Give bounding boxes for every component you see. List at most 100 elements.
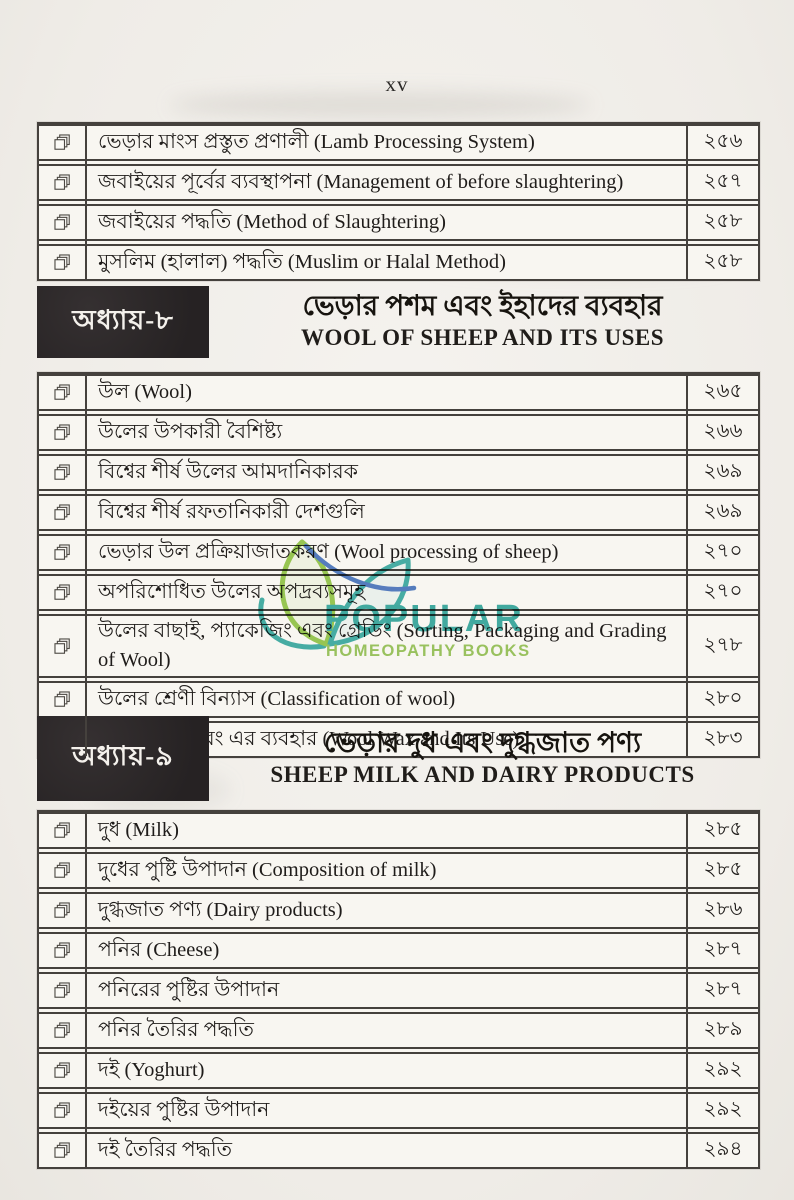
stacked-pages-icon	[39, 583, 85, 602]
table-row: অপরিশোধিত উলের অপদ্রব্যসমূহ ২৭০	[39, 574, 758, 611]
table-row: দুধের পুষ্টি উপাদান (Composition of milk…	[39, 852, 758, 889]
table-row: বিশ্বের শীর্ষ উলের আমদানিকারক ২৬৯	[39, 454, 758, 491]
toc-entry-title: মুসলিম (হালাল) পদ্ধতি (Muslim or Halal M…	[98, 250, 506, 273]
stacked-pages-icon	[39, 981, 85, 1000]
toc-entry-page: ২৯২	[703, 1098, 743, 1120]
chapter-8-header: অধ্যায়-৮ ভেড়ার পশম এবং ইহাদের ব্যবহার …	[37, 286, 756, 358]
stacked-pages-icon	[39, 901, 85, 920]
toc-entry-title: বিশ্বের শীর্ষ রফতানিকারী দেশগুলি	[98, 500, 365, 523]
chapter-9-badge: অধ্যায়-৯	[37, 716, 209, 801]
toc-entry-page: ২৫৮	[703, 210, 743, 232]
table-row: দই তৈরির পদ্ধতি ২৯৪	[39, 1132, 758, 1167]
toc-entry-page: ২৫৬	[703, 130, 743, 152]
toc-entry-title: ভেড়ার মাংস প্রস্তুত প্রণালী (Lamb Proce…	[98, 130, 535, 153]
toc-entry-page: ২৫৮	[703, 250, 743, 272]
table-column-divider	[686, 124, 688, 279]
toc-entry-page: ২৯৪	[703, 1138, 743, 1160]
toc-entry-title: পনিরের পুষ্টির উপাদান	[98, 978, 280, 1001]
table-row: পনির (Cheese) ২৮৭	[39, 932, 758, 969]
toc-entry-title: জবাইয়ের পদ্ধতি (Method of Slaughtering)	[98, 210, 446, 233]
toc-entry-title: দুধের পুষ্টি উপাদান (Composition of milk…	[98, 858, 437, 881]
stacked-pages-icon	[39, 821, 85, 840]
toc-entry-title: দই (Yoghurt)	[98, 1058, 205, 1081]
stacked-pages-icon	[39, 213, 85, 232]
stacked-pages-icon	[39, 173, 85, 192]
toc-entry-title: দইয়ের পুষ্টির উপাদান	[98, 1098, 270, 1121]
stacked-pages-icon	[39, 133, 85, 152]
toc-entry-page: ২৬৬	[703, 420, 743, 442]
chapter-title-english: WOOL OF SHEEP AND ITS USES	[300, 325, 664, 351]
toc-entry-page: ২৯২	[703, 1058, 743, 1080]
stacked-pages-icon	[39, 861, 85, 880]
toc-table-slaughter: ভেড়ার মাংস প্রস্তুত প্রণালী (Lamb Proce…	[37, 122, 760, 281]
toc-entry-page: ২৬৯	[703, 460, 743, 482]
toc-table-milk: দুধ (Milk) ২৮৫ দুধের পুষ্টি উপাদান (Comp…	[37, 810, 760, 1169]
table-row: ভেড়ার মাংস প্রস্তুত প্রণালী (Lamb Proce…	[39, 124, 758, 161]
toc-entry-title: উলের শ্রেণী বিন্যাস (Classification of w…	[98, 688, 456, 711]
toc-entry-page: ২৮৬	[703, 898, 743, 920]
table-row: ভেড়ার উল প্রক্রিয়াজাতকরণ (Wool process…	[39, 534, 758, 571]
table-row: বিশ্বের শীর্ষ রফতানিকারী দেশগুলি ২৬৯	[39, 494, 758, 531]
stacked-pages-icon	[39, 543, 85, 562]
toc-entry-title: উল (Wool)	[98, 380, 192, 403]
table-row: জবাইয়ের পদ্ধতি (Method of Slaughtering)…	[39, 204, 758, 241]
table-row: উলের শ্রেণী বিন্যাস (Classification of w…	[39, 681, 758, 719]
toc-entry-page: ২৫৭	[703, 170, 743, 192]
stacked-pages-icon	[39, 1021, 85, 1040]
toc-entry-page: ২৮৫	[703, 858, 743, 880]
toc-entry-title: বিশ্বের শীর্ষ উলের আমদানিকারক	[98, 460, 358, 483]
table-row: উল (Wool) ২৬৫	[39, 374, 758, 411]
chapter-title-bengali: ভেড়ার দুধ এবং দুগ্ধজাত পণ্য	[323, 727, 642, 759]
table-row: পনির তৈরির পদ্ধতি ২৮৯	[39, 1012, 758, 1049]
stacked-pages-icon	[39, 637, 85, 656]
toc-entry-page: ২৬৫	[703, 380, 743, 402]
chapter-title-english: SHEEP MILK AND DAIRY PRODUCTS	[270, 761, 695, 787]
toc-entry-page: ২৭০	[703, 540, 743, 562]
table-row: উলের বাছাই, প্যাকেজিং এবং গ্রেডিং (Sorti…	[39, 614, 758, 679]
toc-entry-page: ২৭৮	[703, 633, 743, 656]
toc-entry-page: ২৮৫	[703, 818, 743, 840]
toc-entry-title: পনির (Cheese)	[98, 938, 220, 961]
table-column-divider	[85, 374, 87, 757]
table-row: মুসলিম (হালাল) পদ্ধতি (Muslim or Halal M…	[39, 244, 758, 279]
toc-entry-page: ২৭০	[703, 580, 743, 602]
toc-entry-page: ২৮৭	[703, 938, 743, 960]
table-row: উলের উপকারী বৈশিষ্ট্য ২৬৬	[39, 414, 758, 451]
table-column-divider	[686, 374, 688, 757]
stacked-pages-icon	[39, 941, 85, 960]
toc-entry-title: দুধ (Milk)	[98, 818, 179, 841]
stacked-pages-icon	[39, 1101, 85, 1120]
toc-entry-page: ২৬৯	[703, 500, 743, 522]
stacked-pages-icon	[39, 463, 85, 482]
page-number: xv	[385, 72, 409, 96]
table-row: দুধ (Milk) ২৮৫	[39, 812, 758, 849]
toc-entry-title: উলের বাছাই, প্যাকেজিং এবং গ্রেডিং (Sorti…	[98, 620, 667, 671]
toc-entry-page: ২৮০	[703, 687, 743, 710]
stacked-pages-icon	[39, 1061, 85, 1080]
toc-entry-page: ২৮৯	[703, 1018, 743, 1040]
toc-entry-title: দুগ্ধজাত পণ্য (Dairy products)	[98, 898, 343, 921]
chapter-8-badge: অধ্যায়-৮	[37, 286, 209, 358]
stacked-pages-icon	[39, 423, 85, 442]
toc-entry-title: উলের উপকারী বৈশিষ্ট্য	[98, 420, 283, 443]
chapter-title-bengali: ভেড়ার পশম এবং ইহাদের ব্যবহার	[302, 291, 663, 323]
toc-entry-title: পনির তৈরির পদ্ধতি	[98, 1018, 254, 1041]
table-column-divider	[686, 812, 688, 1167]
toc-table-wool: উল (Wool) ২৬৫ উলের উপকারী বৈশিষ্ট্য ২৬৬ …	[37, 372, 760, 759]
table-row: দুগ্ধজাত পণ্য (Dairy products) ২৮৬	[39, 892, 758, 929]
stacked-pages-icon	[39, 503, 85, 522]
chapter-9-titles: ভেড়ার দুধ এবং দুগ্ধজাত পণ্য SHEEP MILK …	[209, 716, 756, 801]
stacked-pages-icon	[39, 253, 85, 272]
chapter-8-titles: ভেড়ার পশম এবং ইহাদের ব্যবহার WOOL OF SH…	[209, 286, 756, 358]
toc-entry-page: ২৮৭	[703, 978, 743, 1000]
toc-entry-title: অপরিশোধিত উলের অপদ্রব্যসমূহ	[98, 580, 366, 603]
table-row: পনিরের পুষ্টির উপাদান ২৮৭	[39, 972, 758, 1009]
table-row: দই (Yoghurt) ২৯২	[39, 1052, 758, 1089]
stacked-pages-icon	[39, 1141, 85, 1160]
chapter-9-header: অধ্যায়-৯ ভেড়ার দুধ এবং দুগ্ধজাত পণ্য S…	[37, 716, 756, 801]
table-column-divider	[85, 124, 87, 279]
toc-entry-title: ভেড়ার উল প্রক্রিয়াজাতকরণ (Wool process…	[98, 540, 559, 563]
table-column-divider	[85, 812, 87, 1167]
table-row: জবাইয়ের পূর্বের ব্যবস্থাপনা (Management…	[39, 164, 758, 201]
